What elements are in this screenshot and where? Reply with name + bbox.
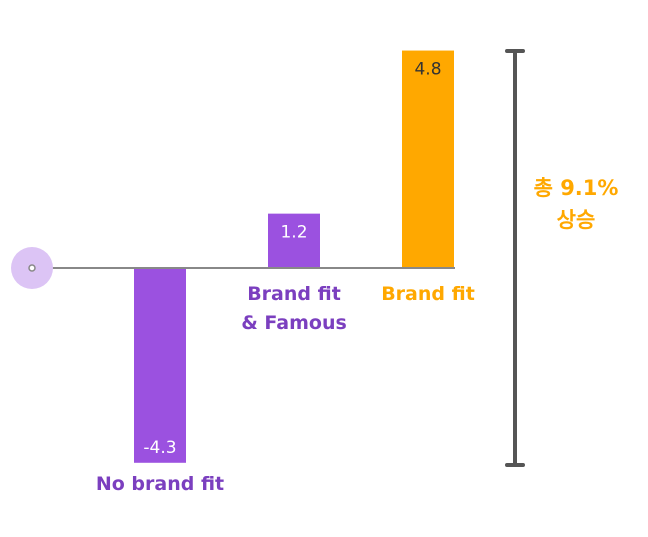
labels-layer: -4.3 1.2 4.8 No brand fit Brand fit & Famous B… (96, 60, 475, 495)
bar-3 (402, 50, 454, 269)
value-label-1: -4.3 (143, 438, 176, 458)
bar-2 (268, 213, 320, 268)
total-annotation-line-2: 상승 (557, 208, 596, 232)
origin-marker (11, 247, 53, 289)
bar-1 (134, 268, 186, 463)
value-label-3: 4.8 (414, 60, 441, 80)
category-label-3-line-1: Brand fit (381, 283, 475, 305)
category-label-2-line-1: Brand fit (247, 283, 341, 305)
total-annotation-line-1: 총 9.1% (534, 176, 619, 200)
category-label-1-line-1: No brand fit (96, 473, 224, 495)
value-label-2: 1.2 (280, 223, 307, 243)
category-label-2-line-2: & Famous (241, 312, 347, 334)
origin-marker-dot (28, 264, 36, 272)
bars-layer (134, 50, 454, 463)
total-annotation: 총 9.1% 상승 (505, 49, 619, 467)
